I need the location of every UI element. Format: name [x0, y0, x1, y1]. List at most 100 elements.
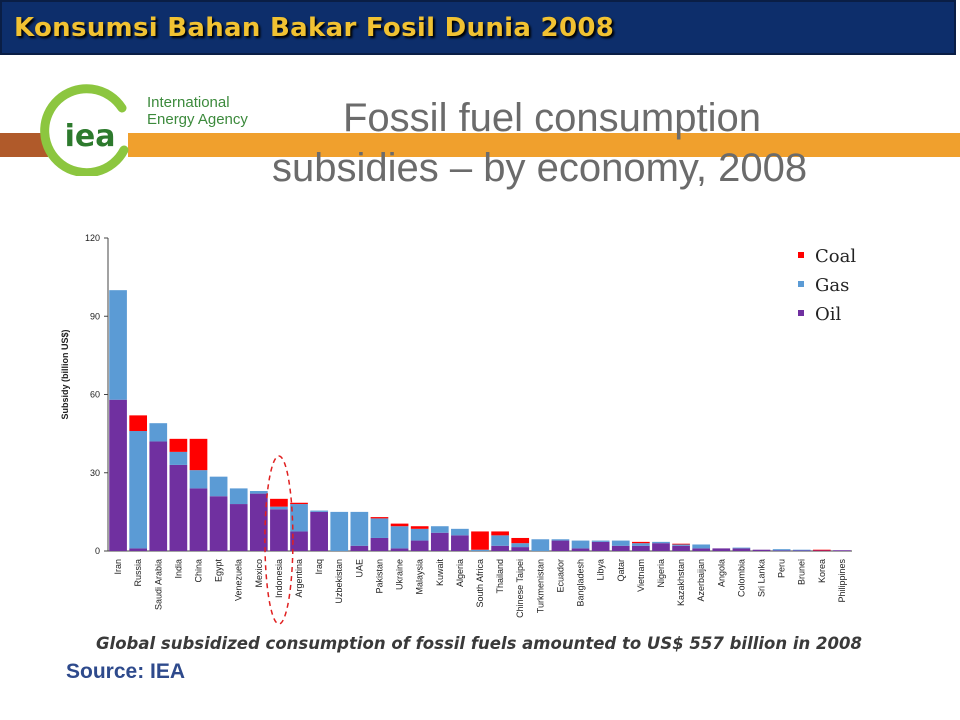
x-label-colombia: Colombia [736, 559, 746, 597]
legend-label-oil: Oil [815, 304, 842, 325]
bar-venezuela-oil [229, 504, 248, 551]
legend-label-coal: Coal [815, 246, 856, 267]
bar-qatar-oil [611, 545, 630, 551]
x-label-mexico: Mexico [254, 559, 264, 588]
x-label-turkmenistan: Turkmenistan [535, 559, 545, 613]
source-note: Source: IEA [66, 660, 186, 683]
x-label-angola: Angola [716, 559, 726, 587]
bar-korea-oil [812, 550, 831, 551]
bar-algeria-gas [451, 528, 469, 536]
x-label-iran: Iran [113, 559, 123, 575]
x-label-india: India [173, 559, 183, 579]
bar-nigeria-oil [652, 543, 670, 551]
x-label-ukraine: Ukraine [395, 559, 405, 590]
bar-bangladesh-oil [571, 548, 590, 551]
bar-brunei-gas [792, 549, 811, 551]
bar-sri-lanka-oil [752, 549, 771, 551]
chart-x-labels: Iran Russia Saudi Arabia India China Egypt Ven… [113, 559, 847, 618]
bar-mexico-oil [249, 493, 268, 551]
bar-colombia-oil [732, 548, 751, 551]
x-label-vietnam: Vietnam [636, 559, 646, 592]
bar-malaysia-gas [410, 528, 429, 541]
bar-turkmenistan-gas [531, 539, 550, 551]
x-label-peru: Peru [777, 559, 787, 578]
bar-libya-gas [591, 540, 610, 542]
bar-indonesia-coal [270, 498, 288, 507]
x-label-egypt: Egypt [214, 559, 224, 583]
bar-india-coal [169, 438, 188, 452]
bar-argentina-oil [290, 531, 308, 551]
x-label-korea: Korea [817, 559, 827, 583]
iea-logo-icon: iea [40, 84, 129, 176]
x-label-uae: UAE [354, 559, 364, 578]
x-label-bangladesh: Bangladesh [576, 559, 586, 607]
bar-vietnam-gas [632, 543, 650, 546]
bar-south-africa-coal [471, 531, 489, 550]
bar-egypt-oil [209, 496, 228, 551]
bar-indonesia-oil [270, 509, 288, 551]
x-label-venezuela: Venezuela [234, 559, 244, 601]
bar-uzbekistan-gas [330, 511, 349, 552]
bar-russia-oil [129, 548, 148, 551]
bar-venezuela-gas [229, 488, 248, 505]
bar-kazakhstan-gas [672, 544, 690, 546]
bar-iraq-oil [310, 511, 328, 552]
bar-chinese-taipei-oil [511, 547, 530, 551]
agency-name-line1: International [147, 94, 230, 111]
bar-ecuador-oil [551, 540, 570, 551]
x-label-pakistan: Pakistan [374, 559, 384, 594]
y-tick-label: 0 [95, 546, 100, 556]
y-tick-label: 60 [90, 390, 100, 400]
bar-mexico-gas [249, 491, 268, 494]
bar-ukraine-oil [390, 548, 409, 551]
highlight-ellipse [264, 455, 294, 625]
x-label-indonesia: Indonesia [274, 559, 284, 598]
bar-philippines-oil [833, 550, 851, 551]
bar-vietnam-oil [632, 545, 650, 551]
accent-bar [128, 133, 960, 157]
bar-chinese-taipei-coal [511, 537, 530, 544]
chart-caption: Global subsidized consumption of fossil … [96, 634, 862, 653]
bar-kazakhstan-oil [672, 545, 690, 551]
bar-thailand-oil [491, 545, 509, 551]
bar-brunei-oil [792, 550, 811, 551]
bar-india-gas [169, 451, 188, 465]
title-bar: Konsumsi Bahan Bakar Fosil Dunia 2008 [0, 0, 956, 55]
x-label-thailand: Thailand [495, 559, 505, 594]
bar-kuwait-oil [430, 532, 449, 551]
bar-colombia-gas [732, 547, 751, 549]
x-label-libya: Libya [596, 559, 606, 581]
chart-highlight [264, 455, 294, 625]
bar-peru-gas [772, 549, 791, 551]
bar-thailand-coal [491, 531, 509, 536]
bar-iraq-gas [310, 510, 328, 512]
bar-vietnam-coal [632, 541, 650, 544]
bar-kuwait-gas [430, 526, 449, 533]
bar-saudi-arabia-oil [149, 441, 168, 551]
bar-angola-oil [712, 548, 731, 551]
bar-pakistan-oil [370, 537, 389, 551]
bar-egypt-gas [209, 476, 228, 497]
bar-saudi-arabia-gas [149, 423, 168, 442]
logo-text: iea [65, 119, 116, 154]
bar-korea-coal [812, 549, 831, 551]
bar-ukraine-gas [390, 526, 409, 549]
x-label-argentina: Argentina [294, 559, 304, 598]
bar-pakistan-gas [370, 518, 389, 538]
y-axis-label: Subsidy (billion US$) [60, 329, 70, 419]
bar-chinese-taipei-gas [511, 543, 530, 548]
chart-headline-line1: Fossil fuel consumption [343, 96, 761, 140]
bar-bangladesh-gas [571, 540, 590, 549]
bar-azerbaijan-gas [692, 544, 711, 549]
bar-argentina-coal [290, 502, 308, 505]
bar-kazakhstan-coal [672, 543, 690, 545]
bar-argentina-gas [290, 504, 308, 532]
x-label-chinese-taipei: Chinese Taipei [515, 559, 525, 618]
bar-malaysia-oil [410, 540, 429, 551]
x-label-malaysia: Malaysia [415, 559, 425, 595]
bar-peru-oil [772, 550, 791, 551]
x-label-china: China [193, 559, 203, 583]
x-label-algeria: Algeria [455, 559, 465, 587]
bar-uae-gas [350, 511, 369, 546]
bar-pakistan-coal [370, 517, 389, 519]
